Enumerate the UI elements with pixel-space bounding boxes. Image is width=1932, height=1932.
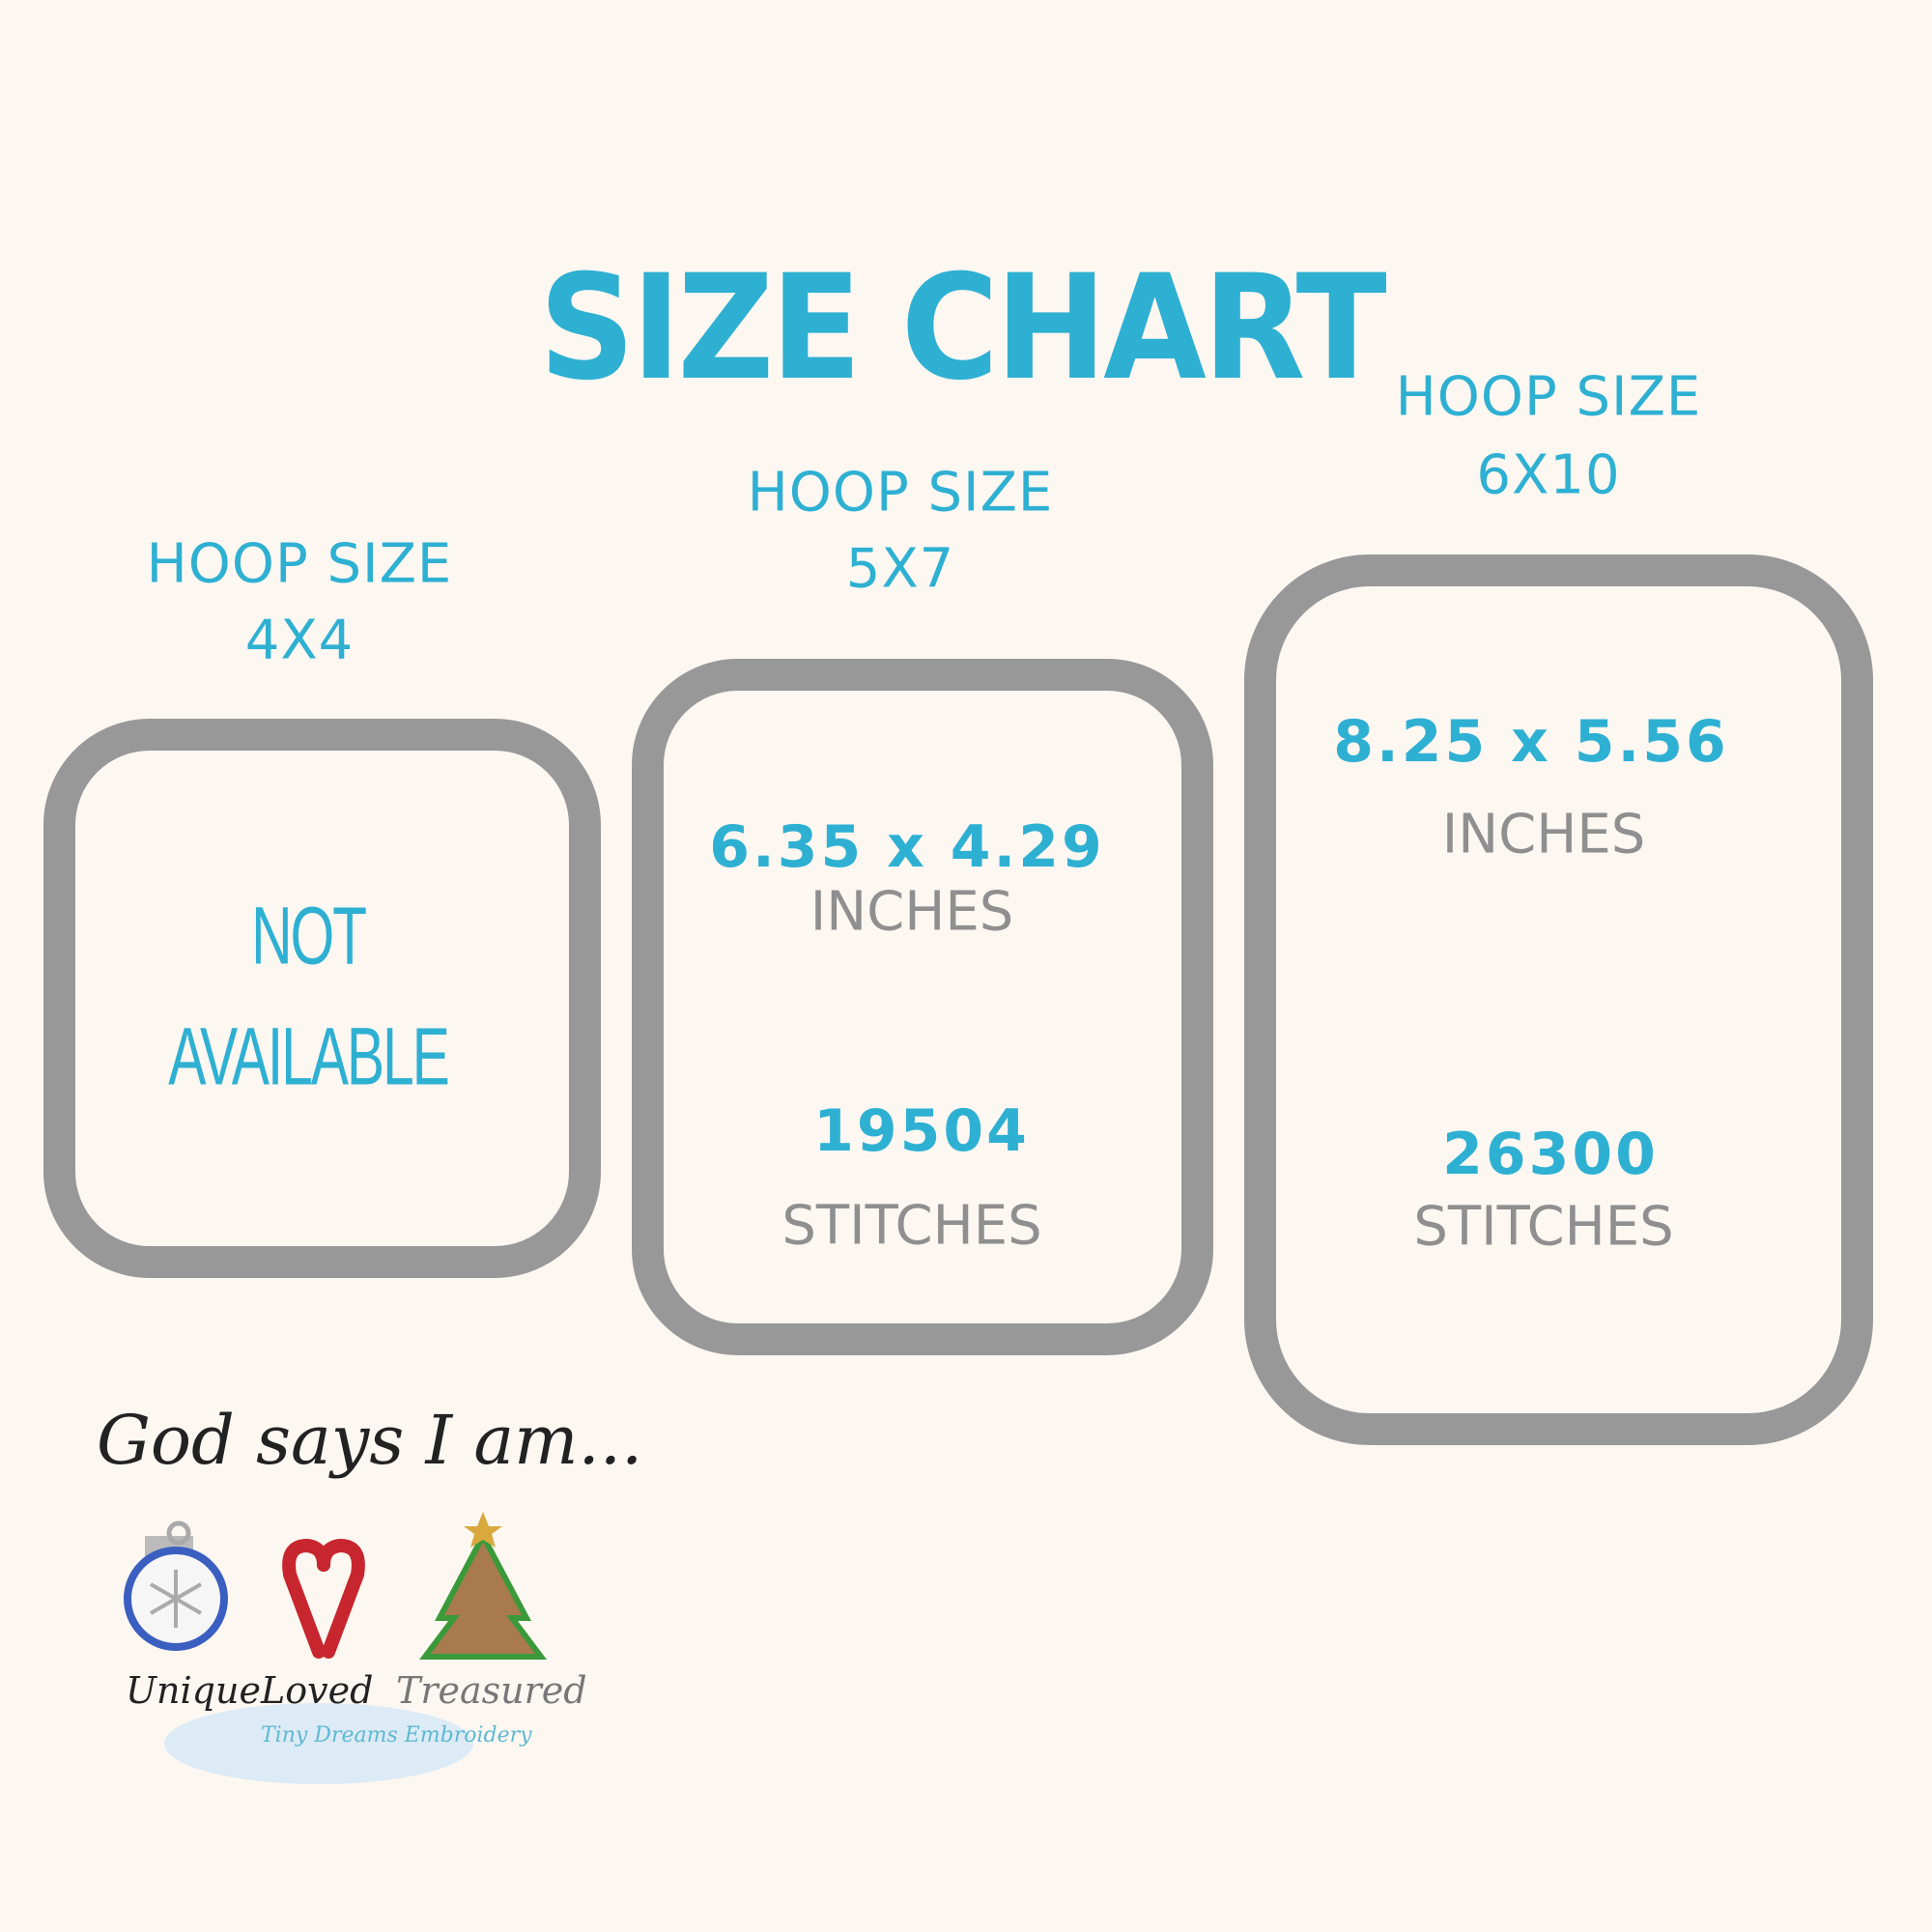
hoop-frame-5x7 bbox=[632, 659, 1213, 1355]
logo-icons bbox=[124, 1512, 547, 1784]
dimensions-unit: INCHES bbox=[1441, 803, 1646, 867]
cloud-icon bbox=[164, 1703, 473, 1784]
dimensions: 6.35 x 4.29 bbox=[709, 813, 1105, 881]
hoop-size: 5X7 bbox=[845, 537, 955, 601]
candy-cane-heart-icon bbox=[282, 1538, 365, 1659]
hoop-size: 6X10 bbox=[1476, 443, 1621, 507]
hoop-label: HOOP SIZE bbox=[1395, 365, 1702, 429]
hoop-size: 4X4 bbox=[244, 609, 355, 672]
brand-logo: God says I am... Unique Loved Treasured … bbox=[87, 1391, 642, 1797]
hoop-label: HOOP SIZE bbox=[747, 461, 1054, 525]
ornament-icon bbox=[124, 1520, 228, 1651]
hoop-frame-6x10 bbox=[1244, 554, 1873, 1445]
page-title: SIZE CHART bbox=[538, 244, 1387, 412]
logo-word-treasured: Treasured bbox=[396, 1669, 587, 1712]
dimensions: 8.25 x 5.56 bbox=[1333, 708, 1729, 776]
stitch-count: 26300 bbox=[1442, 1121, 1659, 1188]
not-text: NOT bbox=[251, 890, 367, 981]
watermark: Tiny Dreams Embroidery bbox=[261, 1723, 532, 1747]
stitches-unit: STITCHES bbox=[781, 1194, 1042, 1258]
logo-headline: God says I am... bbox=[97, 1401, 643, 1480]
dimensions-unit: INCHES bbox=[810, 880, 1014, 944]
logo-word-unique: Unique bbox=[126, 1669, 261, 1712]
hoop-label: HOOP SIZE bbox=[146, 532, 453, 596]
stitch-count: 19504 bbox=[813, 1097, 1030, 1165]
stitches-unit: STITCHES bbox=[1413, 1195, 1674, 1259]
hoop-frame-4x4 bbox=[43, 719, 601, 1278]
logo-word-loved: Loved bbox=[261, 1669, 374, 1712]
available-text: AVAILABLE bbox=[168, 1010, 450, 1102]
christmas-tree-icon bbox=[419, 1512, 547, 1660]
